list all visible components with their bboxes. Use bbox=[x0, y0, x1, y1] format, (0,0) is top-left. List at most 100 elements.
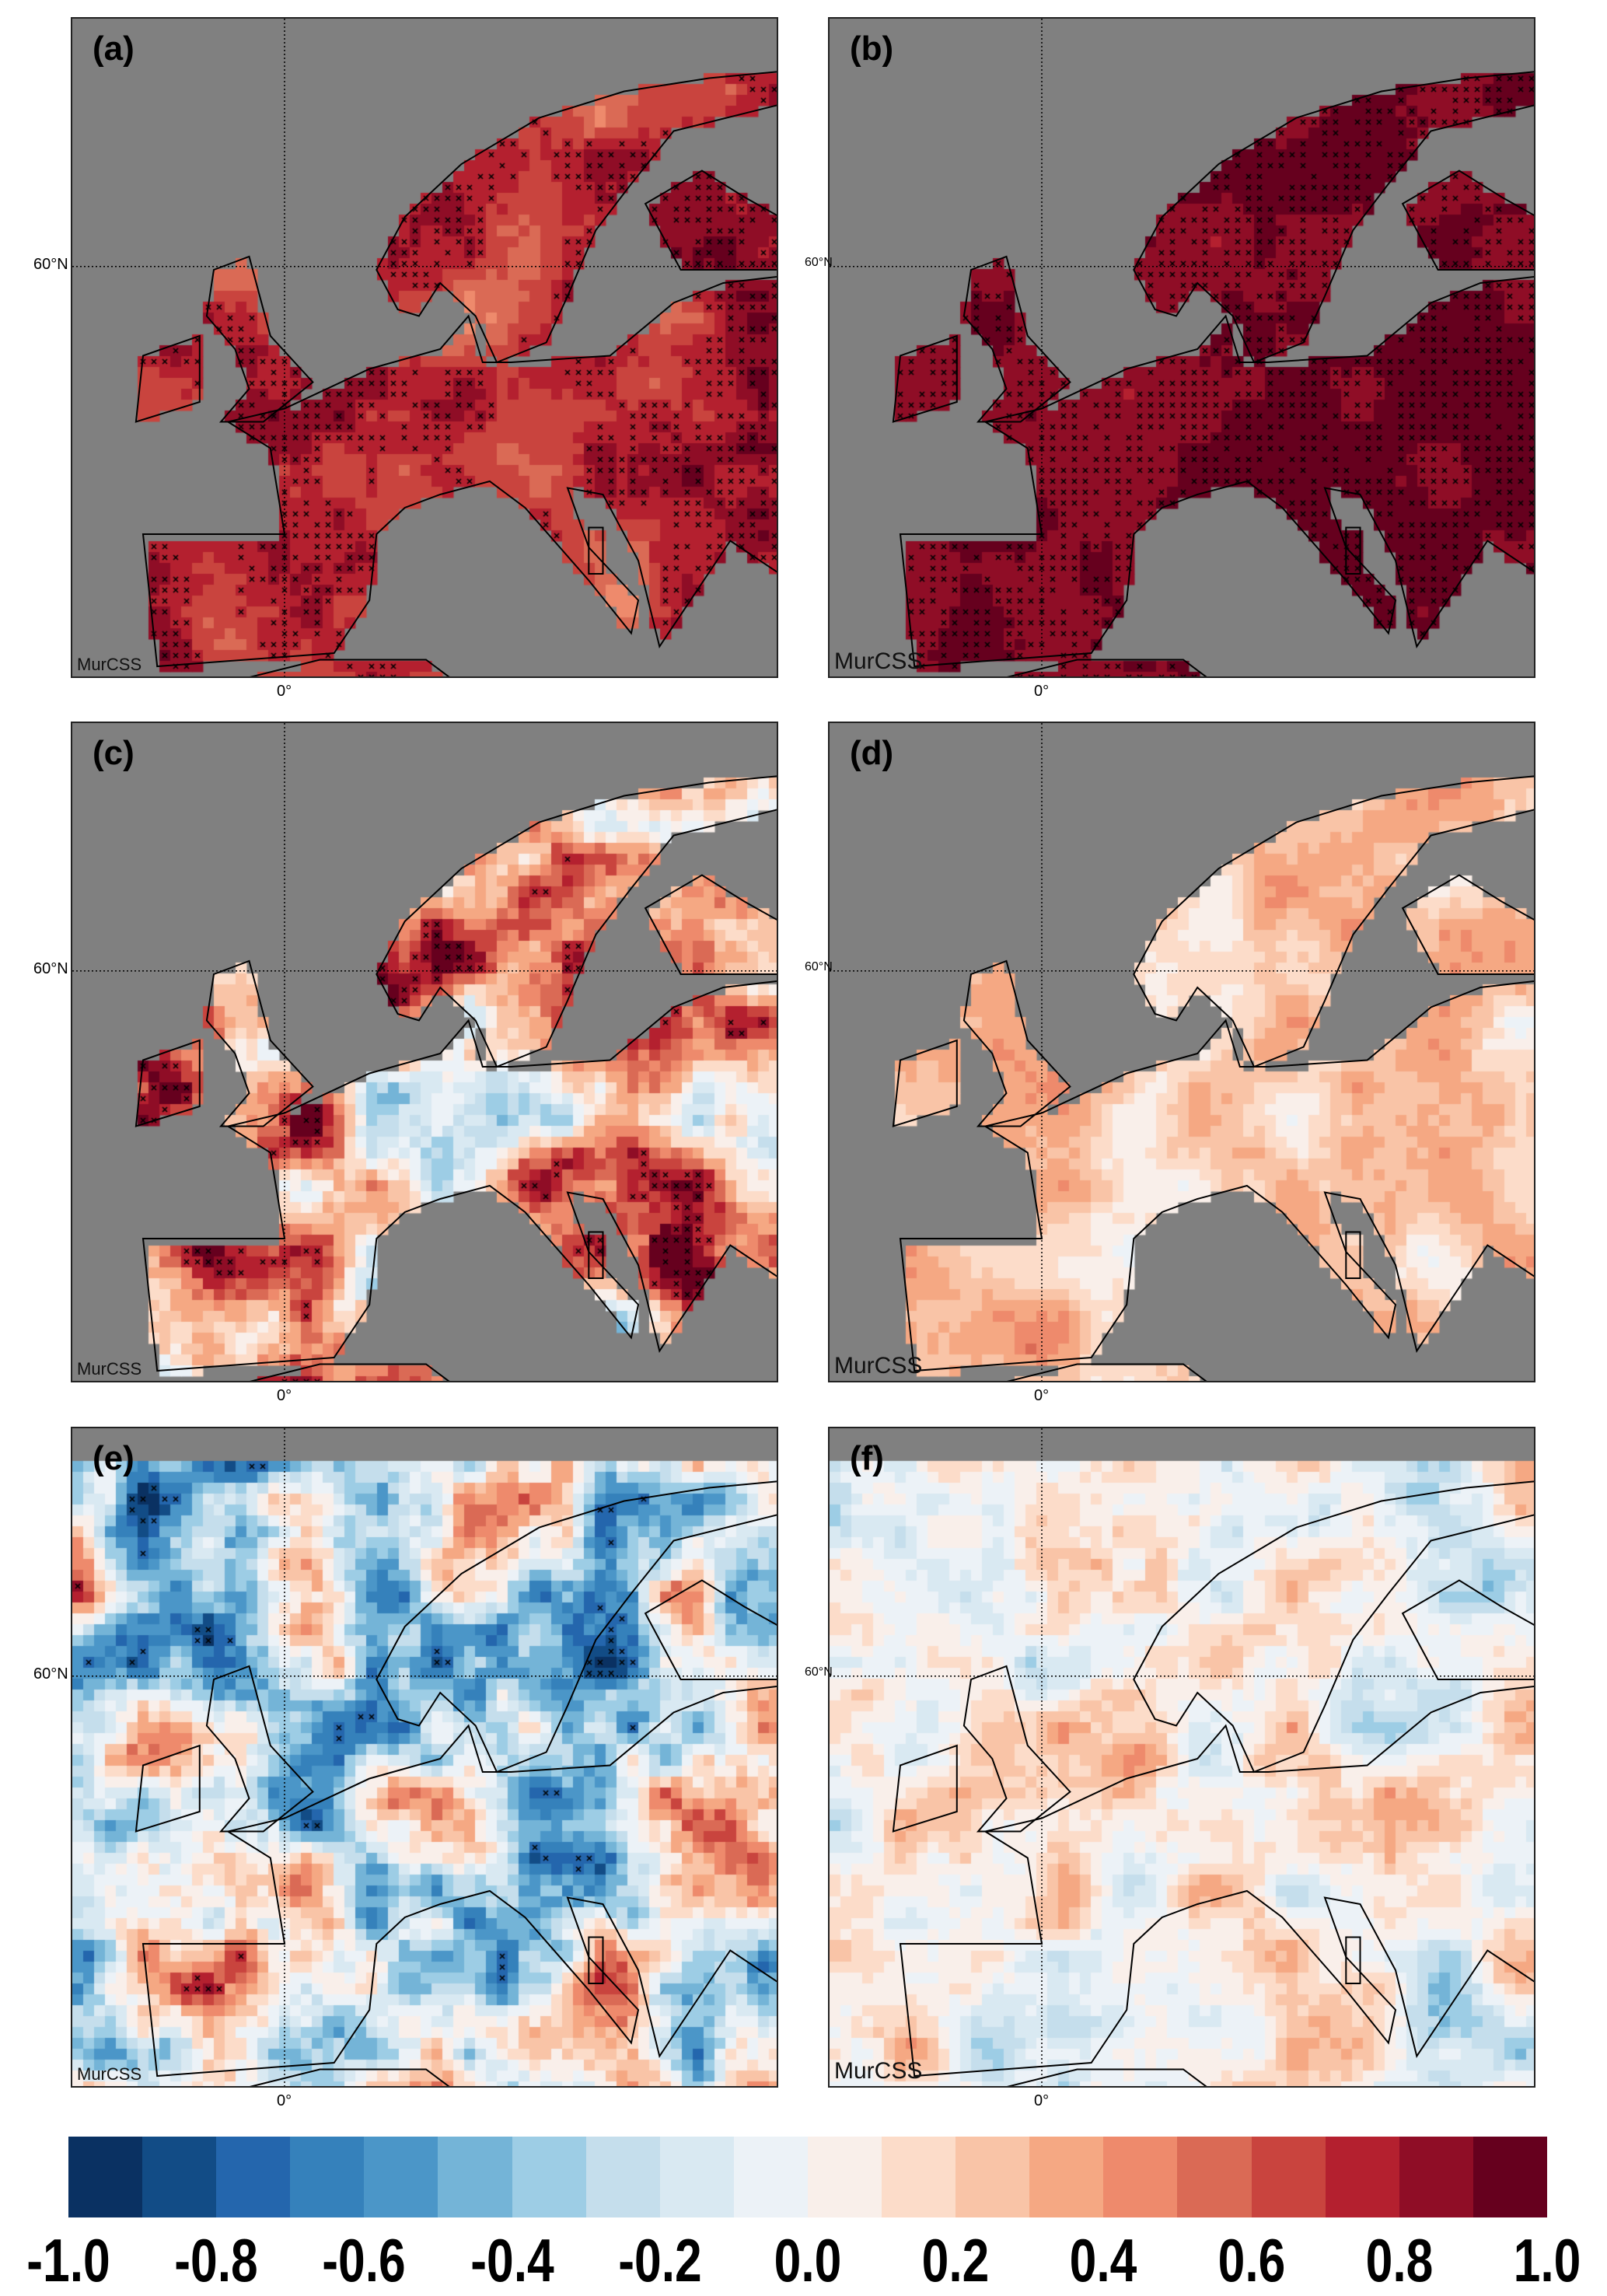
coastline bbox=[899, 1685, 1534, 2078]
correlation-field bbox=[72, 723, 777, 1381]
map-panel-d: (d) MurCSS bbox=[828, 722, 1535, 1382]
coastline bbox=[644, 169, 777, 271]
correlation-field bbox=[830, 1428, 1534, 2086]
coastline bbox=[1401, 874, 1534, 975]
colorbar-bin bbox=[882, 2137, 956, 2217]
coastline bbox=[1401, 1579, 1534, 1680]
colorbar-bin bbox=[1325, 2137, 1399, 2217]
coastline bbox=[892, 1744, 958, 1833]
latitude-label: 60°N bbox=[805, 255, 833, 269]
colorbar-bin bbox=[585, 2137, 660, 2217]
coastline bbox=[1007, 1363, 1207, 1381]
coastline bbox=[205, 255, 314, 423]
colorbar-tick-label: 0.4 bbox=[1070, 2226, 1137, 2294]
coastline bbox=[376, 1480, 777, 1774]
colorbar-bin bbox=[1103, 2137, 1178, 2217]
coastline bbox=[644, 874, 777, 975]
map-panel-e: (e) MurCSS bbox=[71, 1427, 778, 2088]
map-panel-b: (b) MurCSS bbox=[828, 17, 1535, 678]
panel-label: (b) bbox=[850, 30, 894, 68]
coastline bbox=[899, 980, 1534, 1372]
latitude-label: 60°N bbox=[33, 255, 68, 273]
colorbar-tick-label: -0.4 bbox=[470, 2226, 554, 2294]
coastline bbox=[1345, 1936, 1361, 1984]
latitude-label: 60°N bbox=[33, 959, 68, 977]
colorbar-bin bbox=[1251, 2137, 1326, 2217]
colorbar-bin bbox=[1177, 2137, 1252, 2217]
longitude-label: 0° bbox=[1034, 2092, 1050, 2109]
colorbar-bin bbox=[290, 2137, 365, 2217]
coastline bbox=[962, 1665, 1071, 1833]
colorbar-bin bbox=[438, 2137, 512, 2217]
coastline-overlay bbox=[72, 1428, 777, 2086]
colorbar-bin bbox=[364, 2137, 438, 2217]
colorbar-tick-label: -0.6 bbox=[322, 2226, 407, 2294]
coastline bbox=[134, 1744, 201, 1833]
panel-footer: MurCSS bbox=[77, 2064, 142, 2084]
colorbar-bin bbox=[659, 2137, 734, 2217]
coastline bbox=[962, 959, 1071, 1127]
coastline bbox=[1401, 169, 1534, 271]
coastline bbox=[1133, 1480, 1534, 1774]
panel-footer: MurCSS bbox=[834, 1353, 923, 1379]
panel-footer: MurCSS bbox=[77, 1359, 142, 1379]
colorbar-bin bbox=[512, 2137, 586, 2217]
panel-footer: MurCSS bbox=[834, 648, 923, 674]
coastline bbox=[892, 1039, 958, 1127]
colorbar-bin bbox=[733, 2137, 808, 2217]
colorbar-bin bbox=[68, 2137, 143, 2217]
coastline bbox=[1345, 1231, 1361, 1279]
coastline bbox=[376, 71, 777, 364]
coastline bbox=[588, 1936, 604, 1984]
colorbar-bin bbox=[1029, 2137, 1104, 2217]
latitude-label: 60°N bbox=[805, 959, 833, 973]
panel-label: (a) bbox=[93, 30, 134, 68]
coastline bbox=[250, 1363, 450, 1381]
coastline bbox=[141, 1685, 777, 2078]
colorbar-bin bbox=[216, 2137, 291, 2217]
coastline bbox=[899, 275, 1534, 668]
coastline-overlay bbox=[830, 1428, 1534, 2086]
latitude-label: 60°N bbox=[805, 1665, 833, 1679]
colorbar-tick-label: -0.8 bbox=[174, 2226, 258, 2294]
panel-label: (c) bbox=[93, 734, 134, 772]
colorbar-tick-label: 0.8 bbox=[1365, 2226, 1434, 2294]
longitude-label: 0° bbox=[1034, 1387, 1050, 1404]
colorbar-tick-label: 0.6 bbox=[1217, 2226, 1285, 2294]
coastline bbox=[1345, 526, 1361, 575]
coastline-overlay bbox=[830, 19, 1534, 676]
panel-footer: MurCSS bbox=[77, 655, 142, 674]
map-panel-c: (c) MurCSS bbox=[71, 722, 778, 1382]
coastline bbox=[205, 959, 314, 1127]
colorbar-bin bbox=[142, 2137, 217, 2217]
correlation-field bbox=[830, 19, 1534, 676]
colorbar-bin bbox=[955, 2137, 1030, 2217]
colorbar-tick-label: -0.2 bbox=[618, 2226, 702, 2294]
correlation-field bbox=[72, 19, 777, 676]
longitude-label: 0° bbox=[277, 1387, 292, 1404]
coastline bbox=[588, 1231, 604, 1279]
colorbar-tick-label: 0.0 bbox=[774, 2226, 842, 2294]
coastline bbox=[962, 255, 1071, 423]
coastline bbox=[892, 334, 958, 423]
coastline bbox=[134, 1039, 201, 1127]
panel-label: (f) bbox=[850, 1439, 884, 1477]
longitude-label: 0° bbox=[277, 2092, 292, 2109]
coastline-overlay bbox=[830, 723, 1534, 1381]
coastline bbox=[205, 1665, 314, 1833]
coastline-overlay bbox=[72, 19, 777, 676]
coastline bbox=[1007, 659, 1207, 676]
panel-label: (d) bbox=[850, 734, 894, 772]
latitude-label: 60°N bbox=[33, 1665, 68, 1683]
coastline bbox=[1007, 2068, 1207, 2086]
longitude-label: 0° bbox=[1034, 683, 1050, 700]
colorbar-bin bbox=[1473, 2137, 1547, 2217]
panel-footer: MurCSS bbox=[834, 2058, 923, 2084]
coastline bbox=[588, 526, 604, 575]
coastline bbox=[1133, 71, 1534, 364]
coastline bbox=[376, 775, 777, 1068]
longitude-label: 0° bbox=[277, 683, 292, 700]
correlation-field bbox=[830, 723, 1534, 1381]
colorbar bbox=[68, 2137, 1547, 2217]
coastline-overlay bbox=[72, 723, 777, 1381]
